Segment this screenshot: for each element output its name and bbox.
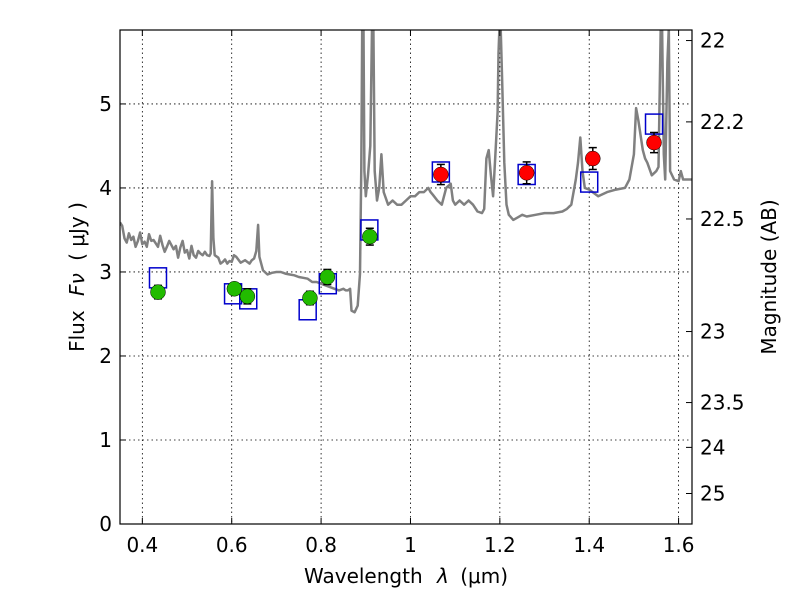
- y-axis-ticks: 0 1 2 3 4 5: [99, 92, 126, 536]
- spectrum-line: [120, 30, 692, 314]
- right-tick-label: 22.5: [700, 207, 745, 231]
- x-tick-label: 0.4: [126, 533, 158, 557]
- right-tick-label: 23.5: [700, 391, 745, 415]
- y-tick-label: 5: [99, 92, 112, 116]
- y-tick-label: 1: [99, 428, 112, 452]
- right-axis-ticks: 22 22.2 22.5 23 23.5 24 25: [686, 29, 745, 505]
- y-axis-label: Flux Fν ( μJy ): [65, 202, 89, 352]
- flux-point: [433, 166, 449, 183]
- right-axis-label: Magnitude (AB): [757, 199, 781, 354]
- model-flux-square: [579, 171, 599, 193]
- observed-photometry: [150, 131, 662, 306]
- right-tick-label: 22: [700, 29, 725, 53]
- right-tick-label: 22.2: [700, 110, 745, 134]
- model-spectrum: [120, 30, 692, 314]
- y-tick-label: 3: [99, 260, 112, 284]
- grid: [120, 30, 692, 524]
- flux-point: [239, 288, 256, 305]
- right-tick-label: 25: [700, 481, 725, 505]
- right-tick-label: 23: [700, 320, 725, 344]
- flux-point: [585, 150, 601, 167]
- x-tick-label: 0.8: [305, 533, 337, 557]
- x-tick-label: 1: [404, 533, 417, 557]
- x-axis-ticks: 0.4 0.6 0.8 1 1.2 1.4 1.6: [126, 30, 695, 557]
- flux-point: [646, 134, 662, 151]
- y-tick-label: 4: [99, 176, 112, 200]
- x-tick-label: 0.6: [216, 533, 248, 557]
- flux-point: [319, 269, 336, 285]
- x-tick-label: 1.4: [573, 533, 605, 557]
- plot-frame: [119, 29, 693, 525]
- x-tick-label: 1.6: [663, 533, 695, 557]
- x-tick-label: 1.2: [484, 533, 516, 557]
- flux-point: [302, 290, 318, 306]
- flux-point: [150, 284, 166, 300]
- x-axis-label: Wavelength λ (μm): [304, 564, 508, 588]
- y-tick-label: 0: [99, 512, 112, 536]
- flux-point: [518, 165, 535, 181]
- flux-point: [362, 228, 378, 245]
- flux-point: [226, 281, 243, 297]
- y-tick-label: 2: [99, 344, 112, 368]
- right-tick-label: 24: [700, 435, 725, 459]
